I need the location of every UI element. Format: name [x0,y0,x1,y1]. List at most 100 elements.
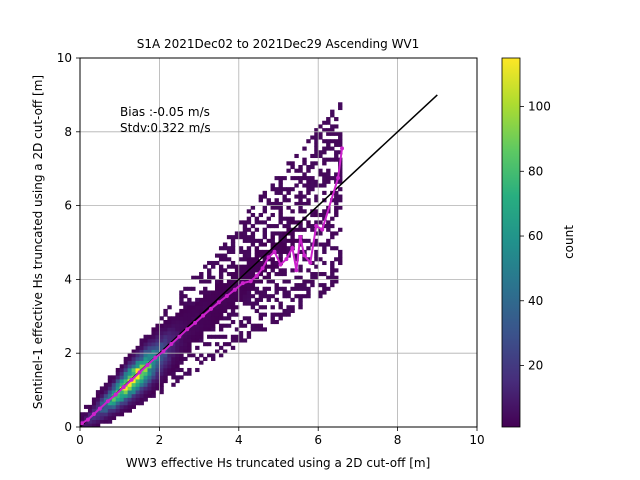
binned-mean-point [260,266,265,271]
binned-mean-point [232,287,237,292]
heatmap-cell [262,242,267,247]
heatmap-cell [155,349,160,354]
heatmap-cell [242,286,248,291]
heatmap-cell [250,268,256,273]
heatmap-cell [258,312,264,317]
binned-mean-series [80,146,344,426]
heatmap-cell [254,227,260,232]
heatmap-cell [143,342,148,347]
heatmap-cell [262,286,267,291]
heatmap-cell [191,323,196,328]
heatmap-cell [254,264,260,269]
heatmap-cell [179,301,184,306]
heatmap-cell [322,224,327,229]
heatmap-cell [274,198,279,203]
heatmap-cell [167,319,172,325]
heatmap-cell [211,275,216,280]
heatmap-cell [262,209,267,214]
binned-mean-point [97,406,102,411]
heatmap-cell [334,212,339,218]
heatmap-cell [310,176,315,181]
heatmap-cell [199,301,204,306]
heatmap-cell [306,183,311,188]
heatmap-cell [143,338,148,343]
heatmap-cell [250,283,256,288]
binned-mean-point [314,223,319,228]
heatmap-cell [218,305,224,310]
heatmap-cell [302,283,307,288]
heatmap-cell [163,360,168,365]
heatmap-cell [254,297,260,302]
heatmap-cell [115,412,121,417]
plot-area [79,57,478,428]
heatmap-cell [270,201,275,206]
heatmap-cell [282,194,287,199]
heatmap-cell [330,272,335,277]
binned-mean-point [193,320,198,325]
heatmap-cell [302,157,307,162]
heatmap-cell [179,297,184,302]
heatmap-cell [334,139,339,144]
heatmap-cell [211,297,216,302]
heatmap-cell [222,246,228,251]
heatmap-cell [246,334,252,339]
heatmap-cell [290,216,295,221]
heatmap-cell [143,371,148,376]
heatmap-cell [326,117,331,122]
heatmap-cell [334,172,339,177]
heatmap-cell [203,301,208,306]
binned-mean-point [185,327,190,332]
heatmap-cell [278,212,283,218]
heatmap-cell [103,382,109,387]
heatmap-cell [286,220,291,225]
heatmap-cell [250,301,256,306]
heatmap-cell [171,367,176,373]
heatmap-cell [242,294,248,299]
heatmap-cell [139,390,144,395]
heatmap-cell [326,286,331,291]
heatmap-cell [135,382,140,387]
heatmap-cell [254,275,260,280]
heatmap-cell [159,371,164,376]
heatmap-cell [151,345,156,350]
heatmap-cell [314,131,319,136]
heatmap-cell [302,209,307,214]
heatmap-cell [334,142,339,147]
heatmap-cell [258,198,264,203]
heatmap-cell [167,323,172,328]
heatmap-cell [238,297,244,302]
heatmap-cell [266,294,271,299]
binned-mean-point [137,370,142,375]
heatmap-cell [298,275,303,280]
heatmap-cell [95,415,101,421]
heatmap-cell [87,404,93,409]
heatmap-cell [143,386,148,391]
heatmap-cell [294,286,299,291]
heatmap-cell [175,345,180,350]
heatmap-cell [139,360,144,365]
heatmap-cell [107,412,113,417]
heatmap-cell [175,349,180,354]
heatmap-cell [107,419,113,424]
heatmap-cell [334,157,339,162]
heatmap-cell [155,342,160,347]
heatmap-cell [298,194,303,199]
heatmap-cell [314,161,319,166]
heatmap-cell [286,238,291,243]
heatmap-cell [107,401,113,406]
heatmap-cell [298,176,303,181]
heatmap-cell [111,397,117,402]
heatmap-cell [203,316,208,321]
heatmap-cell [266,297,271,302]
heatmap-cell [127,382,133,387]
heatmap-cell [322,157,327,162]
heatmap-cell [322,190,327,195]
heatmap-cell [238,257,244,262]
heatmap-cell [326,224,331,229]
heatmap-cell [171,382,176,387]
heatmap-cell [270,212,275,218]
heatmap-cell [222,283,228,288]
heatmap-cell [266,201,271,206]
heatmap-cell [326,168,331,173]
heatmap-cell [183,301,188,306]
